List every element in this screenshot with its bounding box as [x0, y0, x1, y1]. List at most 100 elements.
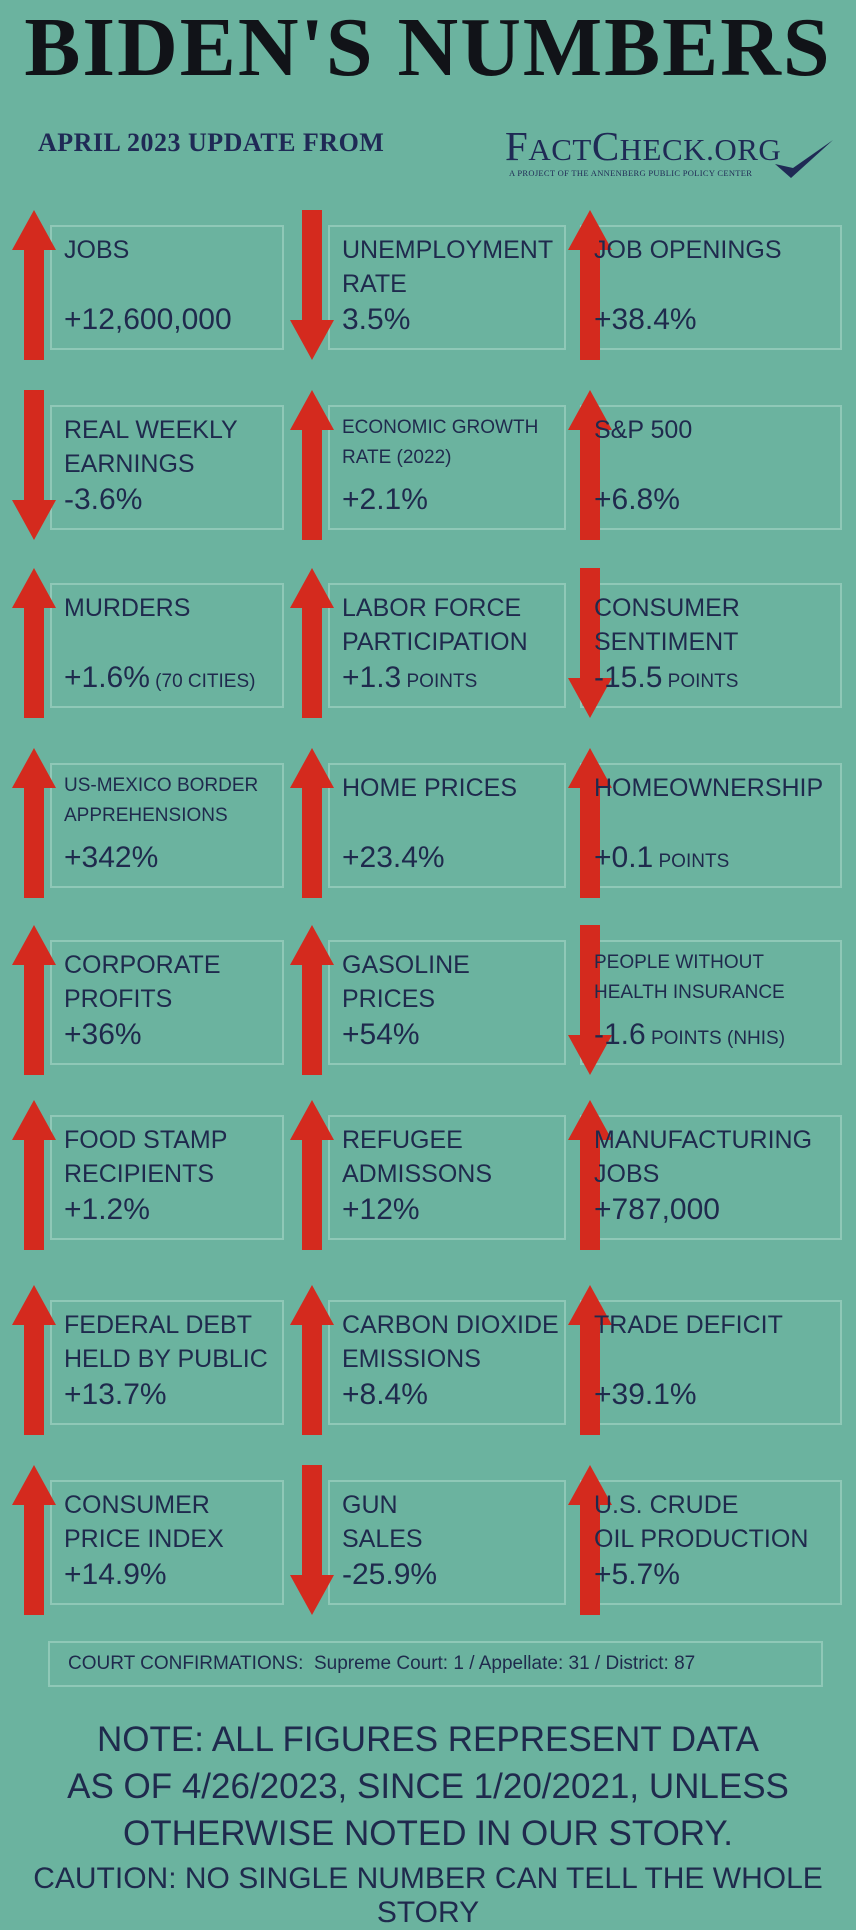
stat-box — [50, 940, 284, 1065]
stat-label: EARNINGS — [64, 450, 195, 478]
stat-box — [50, 1300, 284, 1425]
stat-label: EMISSIONS — [342, 1345, 481, 1373]
stat-label: JOBS — [64, 236, 130, 264]
stat-box — [50, 763, 284, 888]
stat-label: US-MEXICO BORDER — [64, 775, 259, 796]
court-detail: Supreme Court: 1 / Appellate: 31 / Distr… — [313, 1653, 696, 1674]
stat-label: MURDERS — [64, 594, 191, 622]
arrow-down-icon — [290, 210, 334, 360]
stat-label: ECONOMIC GROWTH — [342, 417, 539, 438]
logo-text: FACTCHECK.ORG — [505, 123, 782, 169]
stat-label: GUN — [342, 1491, 398, 1519]
caution-text: CAUTION: NO SINGLE NUMBER CAN TELL THE W… — [33, 1862, 823, 1929]
stat-label: PEOPLE WITHOUT — [594, 952, 764, 973]
stat-value: +36% — [64, 1018, 142, 1051]
stat-value: -3.6% — [64, 483, 143, 516]
stat-value: +12% — [342, 1193, 420, 1226]
stat-label: FOOD STAMP — [64, 1126, 228, 1154]
stat-label: TRADE DEFICIT — [594, 1311, 783, 1339]
stat-box — [328, 1480, 566, 1605]
stat-value: +38.4% — [594, 303, 697, 336]
page-title: BIDEN'S NUMBERS — [24, 1, 832, 94]
arrow-up-icon — [290, 568, 334, 718]
stat-label: S&P 500 — [594, 416, 693, 444]
arrow-down-icon — [568, 568, 612, 718]
stat-label: HELD BY PUBLIC — [64, 1345, 268, 1373]
note-line-1: NOTE: ALL FIGURES REPRESENT DATA — [97, 1720, 759, 1759]
stat-label: RATE — [342, 270, 407, 298]
stat-label: CONSUMER — [64, 1491, 210, 1519]
stat-value: +23.4% — [342, 841, 445, 874]
stat-value: +14.9% — [64, 1558, 167, 1591]
stat-label: APPREHENSIONS — [64, 805, 228, 826]
stat-label: RECIPIENTS — [64, 1160, 215, 1188]
stat-value: -15.5 POINTS — [594, 661, 739, 694]
stat-label: UNEMPLOYMENT — [342, 236, 554, 264]
arrow-up-icon — [568, 748, 612, 898]
stat-label: RATE (2022) — [342, 447, 452, 468]
arrow-up-icon — [290, 390, 334, 540]
stat-label: JOB OPENINGS — [594, 236, 782, 264]
arrow-down-icon — [290, 1465, 334, 1615]
stat-label: REFUGEE — [342, 1126, 463, 1154]
stat-box — [328, 763, 566, 888]
stat-value: +6.8% — [594, 483, 680, 516]
stat-label: OIL PRODUCTION — [594, 1525, 809, 1553]
stat-label: LABOR FORCE — [342, 594, 522, 622]
arrow-up-icon — [12, 1285, 56, 1435]
stat-value: -25.9% — [342, 1558, 438, 1591]
stat-value: +342% — [64, 841, 159, 874]
stat-value: 3.5% — [342, 303, 411, 336]
arrow-up-icon — [12, 210, 56, 360]
stat-label: SALES — [342, 1525, 423, 1553]
stat-value: +1.2% — [64, 1193, 150, 1226]
logo-tagline: A Project of the Annenberg Public Policy… — [509, 168, 753, 178]
stat-label: PROFITS — [64, 985, 173, 1013]
stat-label: PRICES — [342, 985, 436, 1013]
stat-value: +1.6% (70 CITIES) — [64, 661, 256, 694]
stat-label: FEDERAL DEBT — [64, 1311, 253, 1339]
stat-value: +12,600,000 — [64, 303, 232, 336]
stat-value: +39.1% — [594, 1378, 697, 1411]
stat-value: +13.7% — [64, 1378, 167, 1411]
arrow-up-icon — [12, 925, 56, 1075]
stat-box — [50, 1115, 284, 1240]
factcheck-logo[interactable]: FACTCHECK.ORG A Project of the Annenberg… — [505, 122, 835, 192]
stat-label: CARBON DIOXIDE — [342, 1311, 559, 1339]
arrow-up-icon — [568, 1285, 612, 1435]
stat-value: -1.6 POINTS (NHIS) — [594, 1018, 786, 1051]
stat-value: +787,000 — [594, 1193, 720, 1226]
stat-value: +5.7% — [594, 1558, 680, 1591]
stat-label: GASOLINE — [342, 951, 470, 979]
arrow-up-icon — [568, 1465, 612, 1615]
stat-label: MANUFACTURING — [594, 1126, 813, 1154]
arrow-up-icon — [12, 748, 56, 898]
stat-label: JOBS — [594, 1160, 660, 1188]
arrow-up-icon — [12, 1465, 56, 1615]
stat-label: HEALTH INSURANCE — [594, 982, 785, 1003]
arrow-down-icon — [12, 390, 56, 540]
stat-label: HOMEOWNERSHIP — [594, 774, 824, 802]
stat-label: CORPORATE — [64, 951, 221, 979]
stat-value: +0.1 POINTS — [594, 841, 730, 874]
stat-box — [50, 1480, 284, 1605]
note-line-3: OTHERWISE NOTED IN OUR STORY. — [122, 1814, 733, 1853]
stat-value: +1.3 POINTS — [342, 661, 478, 694]
stat-label: U.S. CRUDE — [594, 1491, 739, 1519]
data-note: NOTE: ALL FIGURES REPRESENT DATA AS OF 4… — [0, 1716, 856, 1857]
stat-value: +8.4% — [342, 1378, 428, 1411]
stat-label: PRICE INDEX — [64, 1525, 224, 1553]
update-subtitle: APRIL 2023 UPDATE FROM — [38, 128, 385, 157]
arrow-up-icon — [290, 748, 334, 898]
stat-box — [328, 225, 566, 350]
stat-value: +54% — [342, 1018, 420, 1051]
stat-box — [328, 405, 566, 530]
arrow-up-icon — [290, 925, 334, 1075]
arrow-down-icon — [568, 925, 612, 1075]
stat-label: SENTIMENT — [594, 628, 739, 656]
stat-box — [328, 583, 566, 708]
stat-box — [50, 583, 284, 708]
arrow-up-icon — [12, 568, 56, 718]
arrow-up-icon — [290, 1100, 334, 1250]
arrow-up-icon — [568, 390, 612, 540]
